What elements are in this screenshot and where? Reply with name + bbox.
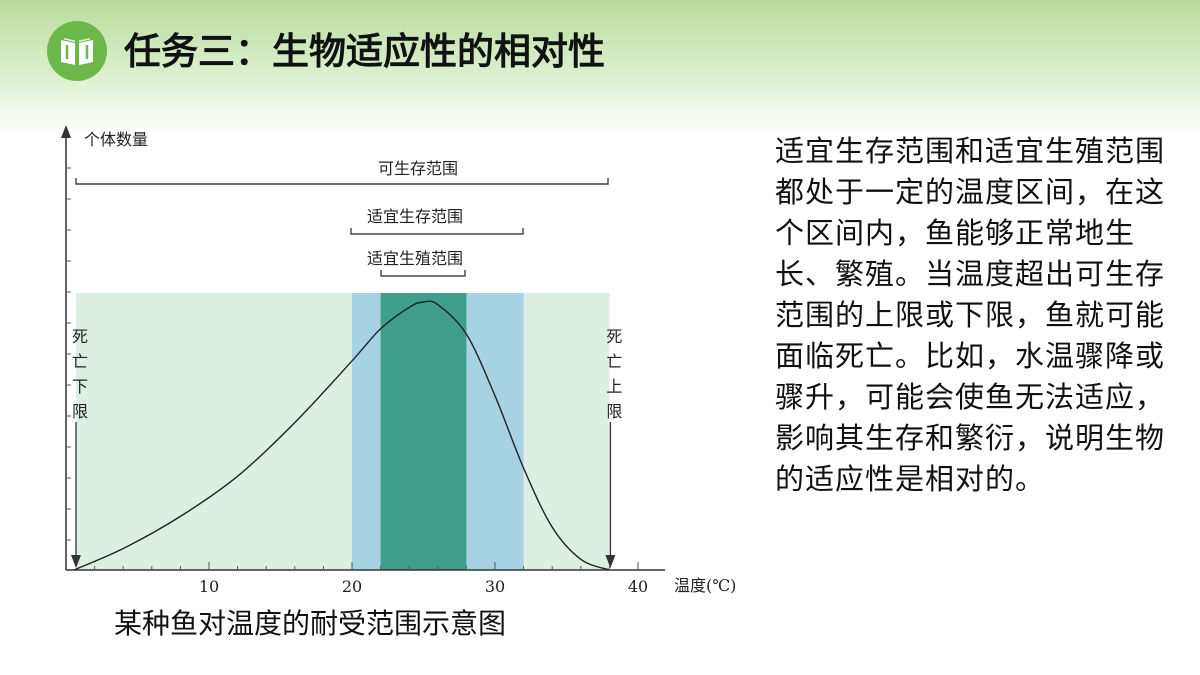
lower-limit-label-char: 亡 (72, 352, 88, 371)
optimal-reproduction-bracket (380, 270, 466, 277)
optimal-reproduction-area (380, 293, 467, 570)
optimal-survival-label: 适宜生存范围 (367, 207, 463, 226)
logo (47, 21, 107, 81)
y-axis-label: 个体数量 (84, 130, 148, 149)
upper-limit-label-char: 死 (606, 327, 622, 346)
header-band (0, 0, 1200, 135)
page-title: 任务三：生物适应性的相对性 (124, 30, 605, 73)
lower-limit-label-char: 限 (72, 402, 88, 421)
upper-limit-label-char: 亡 (606, 352, 622, 371)
optimal-reproduction-label: 适宜生殖范围 (367, 249, 463, 268)
lower-limit-line-arrow (71, 555, 81, 568)
survival-range-label: 可生存范围 (378, 159, 458, 178)
survival-range-area (76, 293, 610, 570)
x-tick-label: 10 (199, 577, 219, 596)
lower-limit-label-char: 下 (72, 377, 88, 396)
upper-limit-line-arrow (605, 555, 616, 568)
population-curve (73, 300, 610, 571)
optimal-survival-bracket (350, 228, 524, 235)
chart-caption: 某种鱼对温度的耐受范围示意图 (114, 607, 507, 640)
open-book-icon (61, 38, 93, 65)
x-tick-label: 20 (342, 577, 362, 596)
upper-limit-label-char: 上 (606, 377, 622, 396)
x-axis-label: 温度(℃) (674, 576, 736, 595)
x-tick-label: 30 (485, 577, 505, 596)
y-axis-arrow (61, 125, 71, 138)
survival-range-bracket (75, 178, 609, 185)
explanation-text: 适宜生存范围和适宜生殖范围都处于一定的温度区间，在这个区间内，鱼能够正常地生长、… (775, 134, 1166, 496)
upper-limit-label-char: 限 (606, 402, 622, 421)
x-tick-label: 40 (628, 577, 648, 596)
temperature-tolerance-chart: 10 20 30 40 个体数量 温度(℃) 可生存范围 适宜生存范围 适宜生殖范围 … (61, 125, 736, 596)
lower-limit-label-char: 死 (72, 327, 88, 346)
